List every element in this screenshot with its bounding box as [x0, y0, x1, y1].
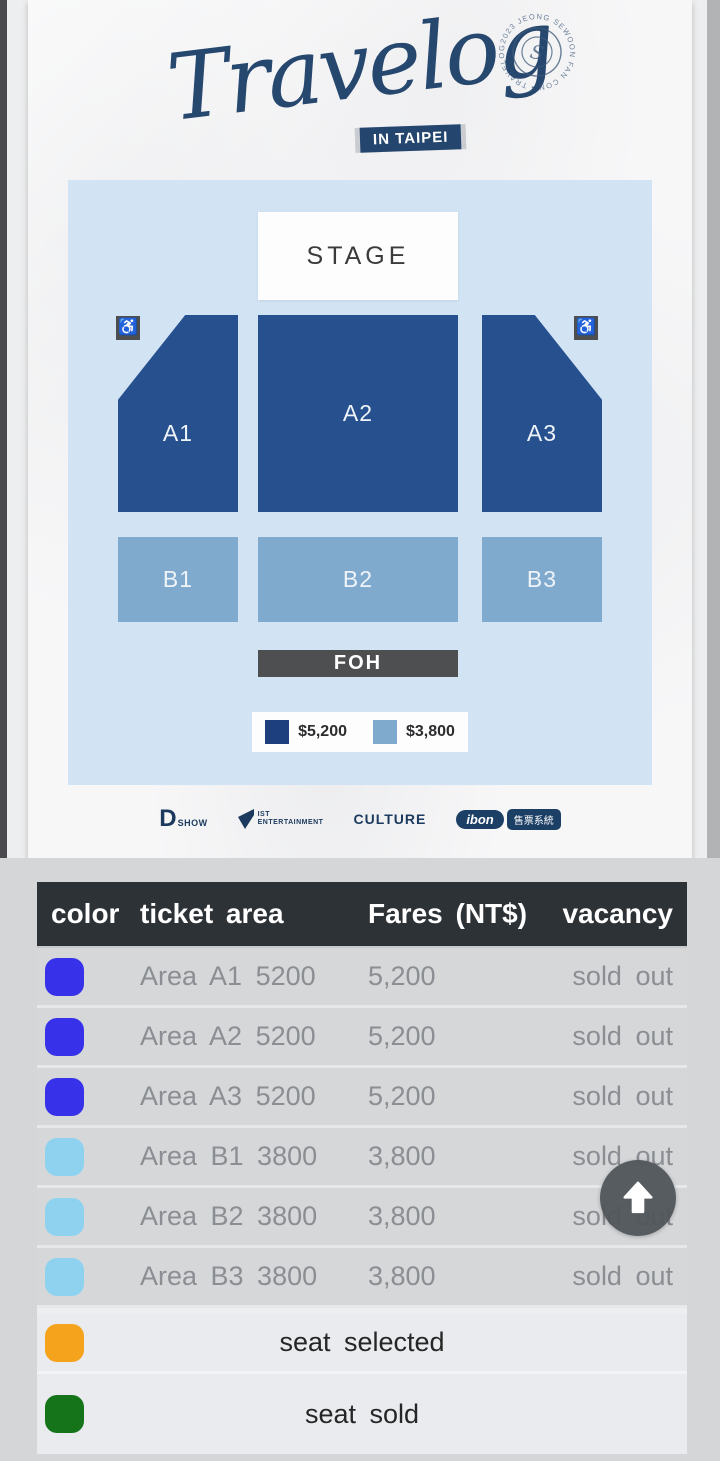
poster-paper: Travelog IN TAIPEI S 2023 JEONG SEWOON F…	[28, 0, 692, 858]
wheelchair-icon: ♿	[574, 316, 598, 340]
table-spacer	[37, 1308, 687, 1314]
cell-ticket-area: Area B1 3800	[140, 1141, 318, 1171]
ist-entertainment-logo: IST ENTERTAINMENT	[237, 809, 324, 829]
legend-price-label: $5,200	[298, 723, 347, 740]
cell-ticket-area: Area A2 5200	[140, 1021, 316, 1051]
area-color-swatch	[45, 1197, 84, 1236]
cell-vacancy: sold out	[572, 1081, 673, 1111]
event-logo: Travelog	[28, 0, 692, 142]
header-color: color	[51, 898, 120, 929]
culture-logo: CULTURE	[353, 811, 427, 827]
right-edge-bar	[707, 0, 720, 858]
area-color-swatch	[45, 1257, 84, 1296]
legend-item-5200: $5,200	[265, 720, 347, 744]
cell-fare: 5,200	[368, 1021, 436, 1051]
cell-fare: 5,200	[368, 1081, 436, 1111]
cell-ticket-area: Area B2 3800	[140, 1201, 318, 1231]
table-row-area-b2[interactable]: Area B2 3800 3,800 sold out	[37, 1188, 687, 1248]
header-fares: Fares (NT$)	[368, 898, 528, 929]
map-area-a2[interactable]: A2	[258, 315, 458, 512]
table-header-row: color ticket area Fares (NT$) vacancy	[37, 882, 687, 948]
price-legend: $5,200 $3,800	[252, 712, 468, 752]
legend-row-seat-sold: seat sold	[37, 1374, 687, 1454]
cell-fare: 3,800	[368, 1261, 436, 1291]
legend-swatch-dark-blue	[265, 720, 290, 744]
cell-fare: 5,200	[368, 961, 436, 991]
legend-label: seat sold	[304, 1398, 420, 1429]
area-color-swatch	[45, 957, 84, 996]
cell-fare: 3,800	[368, 1141, 436, 1171]
cell-vacancy: sold out	[572, 961, 673, 991]
map-area-a3[interactable]: A3	[482, 315, 602, 512]
legend-item-3800: $3,800	[373, 720, 455, 744]
ibon-logo: ibon 售票系統	[456, 808, 561, 830]
area-color-swatch	[45, 1077, 84, 1116]
cell-vacancy: sold out	[572, 1261, 673, 1291]
fare-table: color ticket area Fares (NT$) vacancy Ar…	[37, 882, 687, 1454]
header-vacancy: vacancy	[562, 898, 673, 929]
map-area-b1[interactable]: B1	[118, 537, 238, 622]
table-row-area-b1[interactable]: Area B1 3800 3,800 sold out	[37, 1128, 687, 1188]
legend-price-label: $3,800	[406, 723, 455, 740]
cell-vacancy: sold out	[572, 1021, 673, 1051]
left-edge-bar	[0, 0, 7, 858]
stage-label: STAGE	[258, 212, 458, 300]
legend-swatch-light-blue	[373, 720, 397, 744]
ist-arrow-icon	[237, 809, 254, 829]
area-color-swatch	[45, 1137, 84, 1176]
header-ticket-area: ticket area	[140, 898, 284, 929]
table-row-area-b3[interactable]: Area B3 3800 3,800 sold out	[37, 1248, 687, 1308]
map-area-b3[interactable]: B3	[482, 537, 602, 622]
cell-fare: 3,800	[368, 1201, 436, 1231]
cell-ticket-area: Area B3 3800	[140, 1261, 318, 1291]
seat-map: STAGE ♿ ♿ A1 A2 A3 B1 B2 B3 FOH $5,200 $…	[68, 180, 652, 785]
dshow-logo: D SHOW	[159, 805, 208, 833]
map-area-b2[interactable]: B2	[258, 537, 458, 622]
table-row-area-a1[interactable]: Area A1 5200 5,200 sold out	[37, 948, 687, 1008]
circular-stamp-icon: S 2023 JEONG SEWOON FAN CON • TRAVELOG •	[486, 1, 588, 100]
table-row-area-a2[interactable]: Area A2 5200 5,200 sold out	[37, 1008, 687, 1068]
seat-selected-swatch	[45, 1323, 84, 1362]
wheelchair-icon: ♿	[116, 316, 140, 340]
table-row-area-a3[interactable]: Area A3 5200 5,200 sold out	[37, 1068, 687, 1128]
cell-ticket-area: Area A1 5200	[140, 961, 316, 991]
cell-ticket-area: Area A3 5200	[140, 1081, 316, 1111]
area-color-swatch	[45, 1017, 84, 1056]
sponsor-logos: D SHOW IST ENTERTAINMENT CULTURE ibon 售票…	[28, 798, 692, 840]
svg-text:S: S	[528, 41, 546, 65]
seat-sold-swatch	[45, 1395, 84, 1433]
up-arrow-icon	[623, 1181, 653, 1214]
foh-label: FOH	[258, 650, 458, 677]
scroll-to-top-button[interactable]	[600, 1160, 676, 1236]
in-taipei-badge: IN TAIPEI	[359, 124, 462, 153]
legend-label: seat selected	[279, 1327, 445, 1357]
legend-row-seat-selected: seat selected	[37, 1314, 687, 1374]
map-area-a1[interactable]: A1	[118, 315, 238, 512]
poster-section: Travelog IN TAIPEI S 2023 JEONG SEWOON F…	[0, 0, 720, 858]
fare-table-section: color ticket area Fares (NT$) vacancy Ar…	[0, 858, 720, 1461]
